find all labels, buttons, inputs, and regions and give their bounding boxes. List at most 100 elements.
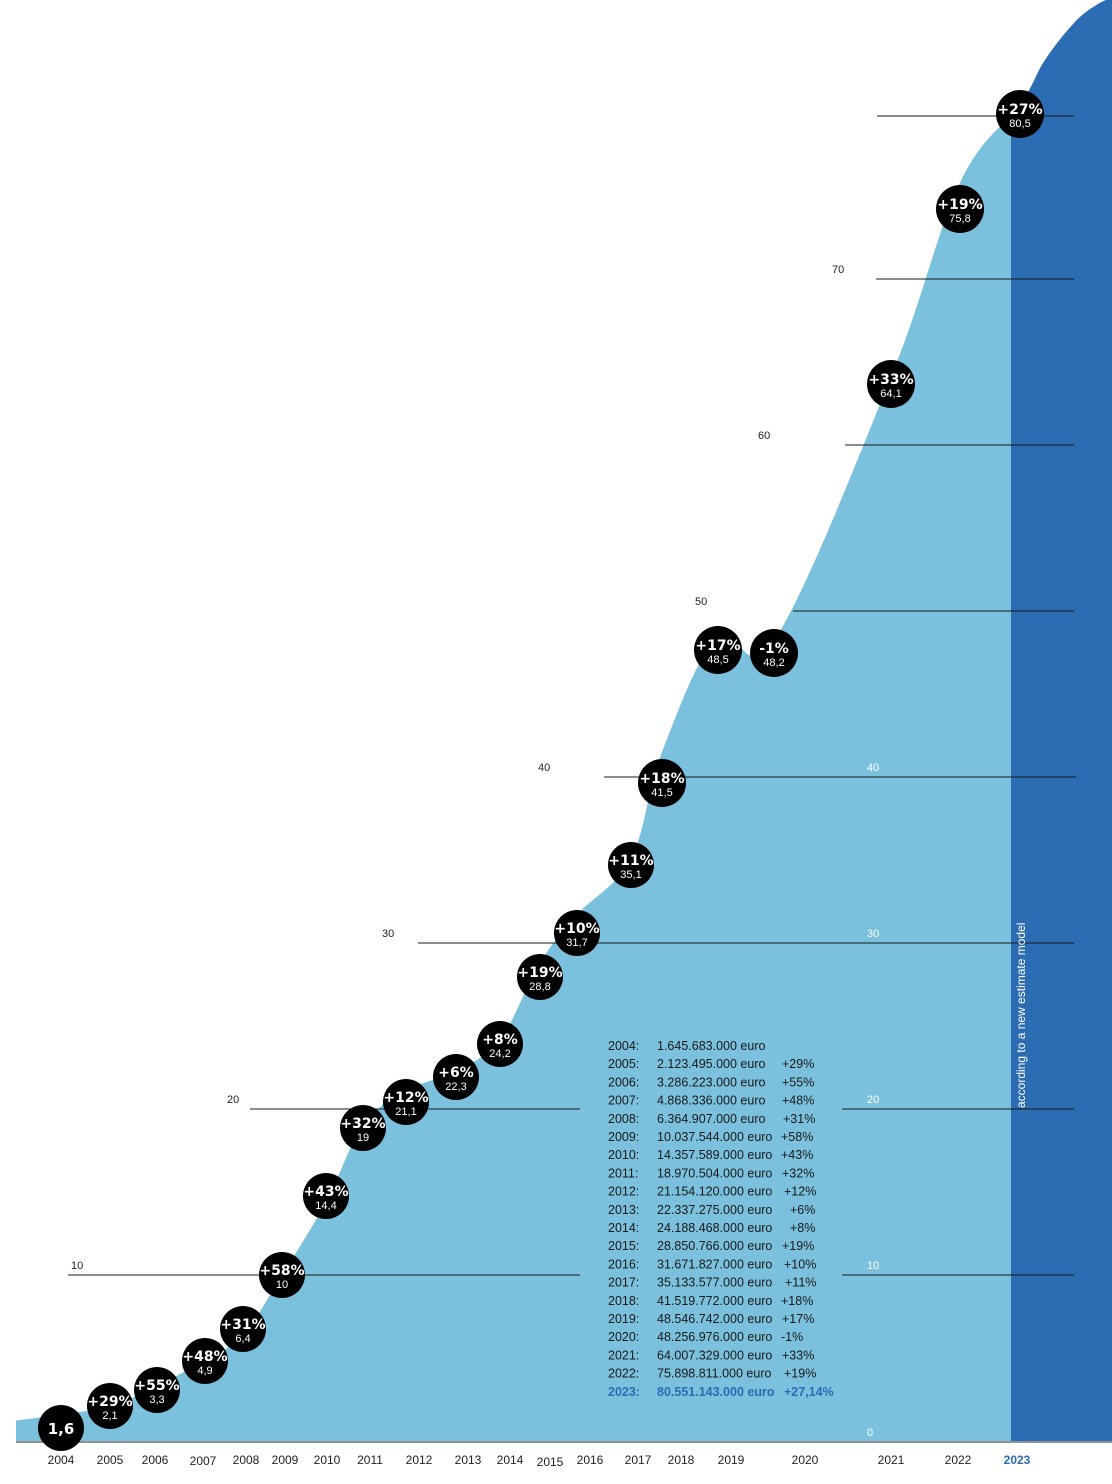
- growth-label: +29%: [87, 1394, 132, 1410]
- y-tick-label-30: 30: [382, 928, 394, 940]
- growth-label: +18%: [639, 771, 684, 787]
- bubble-circle: [867, 360, 915, 408]
- legend-year: 2021:: [608, 1348, 639, 1362]
- y-tick-label-60: 60: [758, 430, 770, 442]
- legend-growth: +48%: [782, 1094, 814, 1108]
- legend-growth: +19%: [782, 1239, 814, 1253]
- data-bubble-2011: +32%19: [340, 1105, 386, 1151]
- x-tick-label-2021: 2021: [878, 1453, 905, 1467]
- legend-growth: +11%: [785, 1276, 816, 1290]
- x-tick-label-2010: 2010: [314, 1453, 341, 1467]
- legend-amount: 4.868.336.000 euro: [657, 1094, 765, 1108]
- legend-year: 2011:: [608, 1166, 638, 1180]
- bubble-circle: [340, 1105, 386, 1151]
- data-bubble-2010: +43%14,4: [303, 1173, 349, 1219]
- x-tick-label-2008: 2008: [233, 1453, 260, 1467]
- bubble-circle: [134, 1367, 180, 1413]
- legend-year: 2009:: [608, 1130, 639, 1144]
- legend-row-4: 2008: 6.364.907.000 euro +31%: [608, 1112, 815, 1126]
- band-tick-label-0: 0: [867, 1427, 873, 1439]
- x-tick-label-2018: 2018: [668, 1453, 695, 1467]
- value-label: 41,5: [651, 787, 672, 799]
- legend-row-3: 2007: 4.868.336.000 euro +48%: [608, 1094, 814, 1108]
- data-bubble-2013: +6%22,3: [433, 1054, 479, 1100]
- legend-growth: -1%: [781, 1330, 803, 1344]
- growth-label: +10%: [554, 921, 599, 937]
- bubble-circle: [220, 1306, 266, 1352]
- band-tick-label-10: 10: [867, 1260, 879, 1272]
- legend-amount: 18.970.504.000 euro: [657, 1166, 772, 1180]
- legend-amount: 6.364.907.000 euro: [657, 1112, 765, 1126]
- data-bubble-2018: +18%41,5: [638, 759, 686, 807]
- growth-label: +55%: [134, 1378, 179, 1394]
- legend-row-1: 2005: 2.123.495.000 euro +29%: [608, 1057, 814, 1071]
- value-label: 31,7: [566, 937, 587, 949]
- y-tick-label-20: 20: [227, 1094, 239, 1106]
- legend-growth: +29%: [782, 1057, 814, 1071]
- growth-label: +48%: [182, 1349, 227, 1365]
- legend-growth: +19%: [784, 1367, 816, 1381]
- legend-amount: 31.671.827.000 euro: [657, 1257, 772, 1271]
- legend-amount: 64.007.329.000 euro: [657, 1348, 772, 1362]
- legend-amount: 80.551.143.000 euro: [657, 1385, 775, 1399]
- bubble-circle: [750, 629, 798, 677]
- x-tick-label-2017: 2017: [625, 1453, 652, 1467]
- legend-amount: 48.256.976.000 euro: [657, 1330, 772, 1344]
- legend-row-8: 2012: 21.154.120.000 euro +12%: [608, 1185, 816, 1199]
- legend-row-2: 2006: 3.286.223.000 euro +55%: [608, 1075, 814, 1089]
- legend-growth: +33%: [782, 1348, 814, 1362]
- legend-year: 2004:: [608, 1039, 639, 1053]
- legend-year: 2016:: [608, 1257, 639, 1271]
- bubble-circle: [517, 954, 563, 1000]
- x-tick-label-2023: 2023: [1004, 1453, 1031, 1467]
- data-bubble-2015: +19%28,8: [517, 954, 563, 1000]
- legend-year: 2022:: [608, 1367, 639, 1381]
- data-bubble-2008: +31%6,4: [220, 1306, 266, 1352]
- bubble-circle: [694, 626, 742, 674]
- data-bubble-2004: 1,6: [38, 1405, 84, 1451]
- legend-growth: +27,14%: [784, 1385, 834, 1399]
- bubble-circle: [303, 1173, 349, 1219]
- growth-label: +8%: [482, 1032, 518, 1048]
- legend-row-14: 2018: 41.519.772.000 euro +18%: [608, 1294, 813, 1308]
- legend-growth: +31%: [783, 1112, 815, 1126]
- legend-year: 2017:: [608, 1276, 639, 1290]
- growth-label: +58%: [259, 1263, 304, 1279]
- data-bubble-2023: +27%80,5: [996, 90, 1044, 138]
- data-bubble-2021: +33%64,1: [867, 360, 915, 408]
- legend-row-9: 2013: 22.337.275.000 euro +6%: [608, 1203, 815, 1217]
- x-tick-label-2012: 2012: [406, 1453, 433, 1467]
- data-bubble-2007: +48%4,9: [182, 1338, 228, 1384]
- legend-growth: +8%: [790, 1221, 815, 1235]
- growth-label: +17%: [695, 638, 740, 654]
- growth-label: +31%: [220, 1317, 265, 1333]
- legend-growth: +43%: [781, 1148, 813, 1162]
- bubble-circle: [383, 1079, 429, 1125]
- legend-year: 2018:: [608, 1294, 639, 1308]
- legend-year: 2019:: [608, 1312, 639, 1326]
- band-note: according to a new estimate model: [1014, 923, 1028, 1108]
- legend-amount: 21.154.120.000 euro: [657, 1185, 772, 1199]
- legend-growth: +6%: [790, 1203, 815, 1217]
- x-tick-label-2022: 2022: [945, 1453, 972, 1467]
- legend-year: 2010:: [608, 1148, 639, 1162]
- x-tick-label-2014: 2014: [497, 1453, 524, 1467]
- growth-label: +12%: [383, 1090, 428, 1106]
- legend-row-19: 2023: 80.551.143.000 euro +27,14%: [608, 1385, 834, 1399]
- legend-year: 2014:: [608, 1221, 639, 1235]
- data-bubble-2016: +10%31,7: [554, 910, 600, 956]
- legend-growth: +58%: [781, 1130, 813, 1144]
- growth-label: +43%: [303, 1184, 348, 1200]
- x-tick-label-2007: 2007: [190, 1454, 217, 1468]
- legend-year: 2007:: [608, 1094, 639, 1108]
- legend-row-15: 2019: 48.546.742.000 euro +17%: [608, 1312, 814, 1326]
- legend-row-13: 2017: 35.133.577.000 euro +11%: [608, 1276, 816, 1290]
- legend-row-11: 2015: 28.850.766.000 euro +19%: [608, 1239, 814, 1253]
- bubble-circle: [259, 1252, 305, 1298]
- legend-amount: 35.133.577.000 euro: [657, 1276, 772, 1290]
- legend-growth: +18%: [781, 1294, 813, 1308]
- legend-year: 2023:: [608, 1385, 640, 1399]
- x-tick-label-2016: 2016: [577, 1453, 604, 1467]
- bubble-circle: [38, 1405, 84, 1451]
